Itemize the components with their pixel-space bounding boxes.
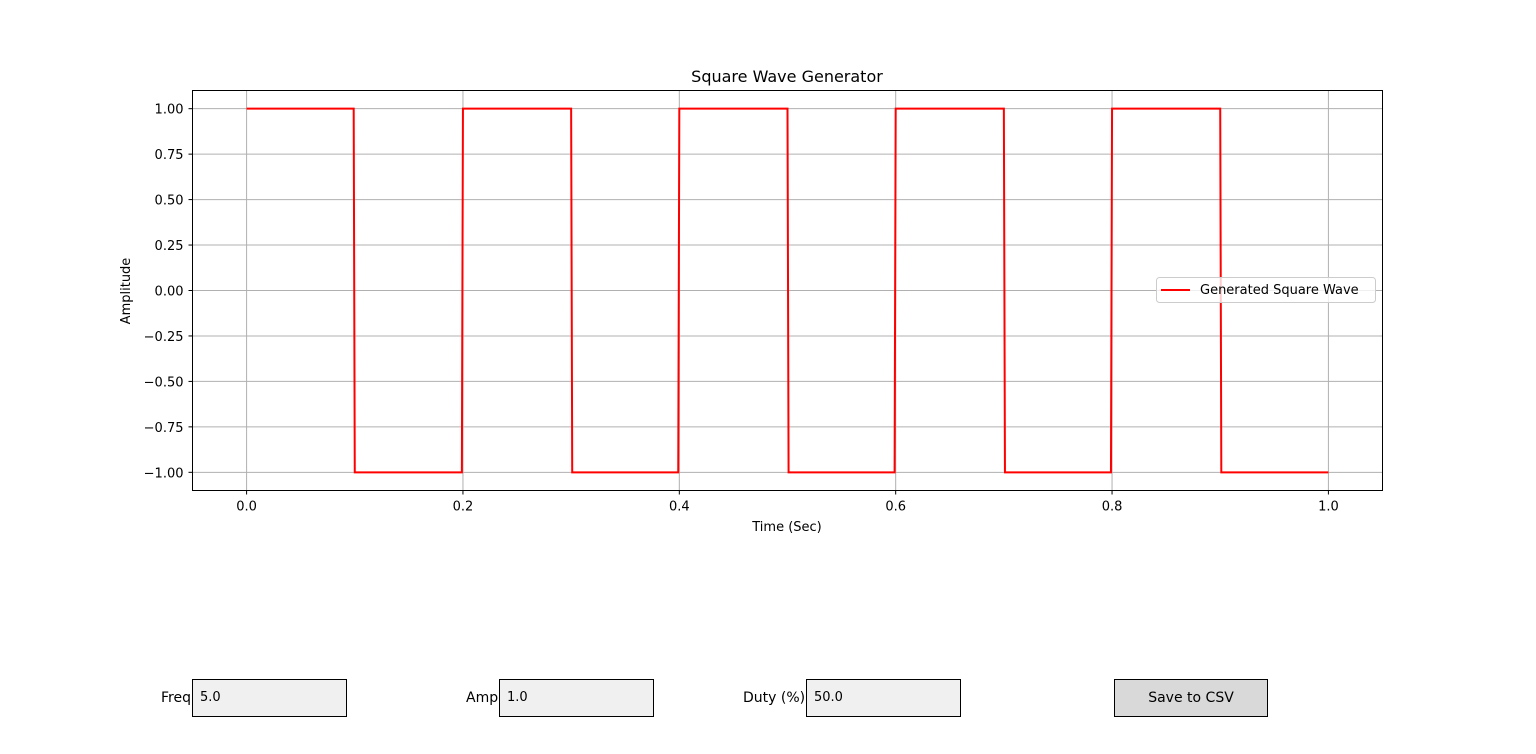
legend-box — [1156, 277, 1376, 303]
x-axis-label: Time (Sec) — [751, 520, 822, 535]
duty-label: Duty (%) — [743, 690, 806, 706]
x-tick-label: 0.2 — [453, 500, 474, 515]
y-tick-label: 1.00 — [155, 103, 184, 118]
y-tick-label: 0.00 — [155, 285, 184, 300]
y-tick-label: 0.50 — [155, 194, 184, 209]
save-to-csv-button[interactable]: Save to CSV — [1114, 679, 1268, 717]
series-line — [246, 107, 1329, 474]
y-tick-label: −0.50 — [144, 375, 184, 390]
x-tick-label: 1.0 — [1318, 500, 1339, 515]
chart-title: Square Wave Generator — [691, 67, 883, 86]
x-tick-label: 0.4 — [669, 500, 690, 515]
y-tick-label: 0.75 — [155, 148, 184, 163]
y-tick-label: −0.25 — [144, 330, 184, 345]
legend-label: Generated Square Wave — [1200, 283, 1359, 298]
freq-label: Freq — [161, 690, 191, 706]
y-tick-label: −1.00 — [144, 466, 184, 481]
y-tick-label: −0.75 — [144, 421, 184, 436]
amp-label: Amp — [466, 690, 499, 706]
amp-input[interactable]: 1.0 — [499, 679, 654, 717]
duty-input[interactable]: 50.0 — [806, 679, 961, 717]
x-tick-label: 0.0 — [236, 500, 257, 515]
ticks: 0.0 0.2 0.4 0.6 0.8 1.0 1.00 0.75 0.50 0.25 0.00 −0… — [144, 103, 1339, 515]
freq-input[interactable]: 5.0 — [192, 679, 347, 717]
legend: Generated Square Wave — [1156, 277, 1376, 303]
y-axis-label: Amplitude — [119, 258, 134, 325]
x-tick-label: 0.8 — [1102, 500, 1123, 515]
plot-area — [246, 107, 1329, 474]
y-tick-label: 0.25 — [155, 239, 184, 254]
x-tick-label: 0.6 — [885, 500, 906, 515]
